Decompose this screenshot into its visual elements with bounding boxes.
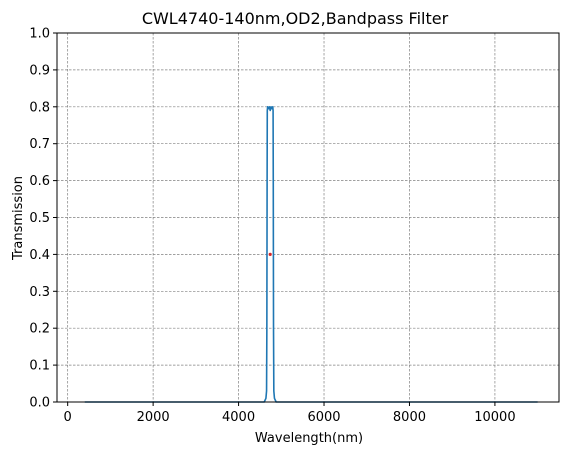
series-layer [84,106,538,403]
y-tick-label: 0.8 [29,100,50,115]
y-tick-label: 1.0 [29,27,50,42]
marker-layer [268,252,272,256]
y-axis-label: Transmission [11,176,26,261]
y-tick-label: 0.5 [29,211,50,226]
y-tick-label: 0.1 [29,359,50,374]
y-axis-ticks: 0.0 0.1 0.2 0.3 0.4 0.5 0.6 0.7 0.8 0.9 1.0 [29,27,57,411]
y-tick-label: 0.2 [29,322,50,337]
chart-title: CWL4740-140nm,OD2,Bandpass Filter [142,9,449,28]
x-tick-label: 10000 [474,410,515,425]
x-tick-label: 4000 [222,410,255,425]
center-wavelength-marker [268,252,272,256]
x-tick-label: 2000 [137,410,170,425]
y-tick-label: 0.6 [29,174,50,189]
transmission-line [84,106,538,403]
grid [57,33,559,402]
y-tick-label: 0.4 [29,248,50,263]
y-tick-label: 0.9 [29,63,50,78]
x-tick-label: 0 [64,410,72,425]
x-tick-label: 8000 [393,410,426,425]
x-axis-label: Wavelength(nm) [255,431,363,446]
x-axis-ticks: 0 2000 4000 6000 8000 10000 [64,402,516,425]
y-tick-label: 0.7 [29,137,50,152]
y-tick-label: 0.0 [29,396,50,411]
x-tick-label: 6000 [307,410,340,425]
y-tick-label: 0.3 [29,285,50,300]
